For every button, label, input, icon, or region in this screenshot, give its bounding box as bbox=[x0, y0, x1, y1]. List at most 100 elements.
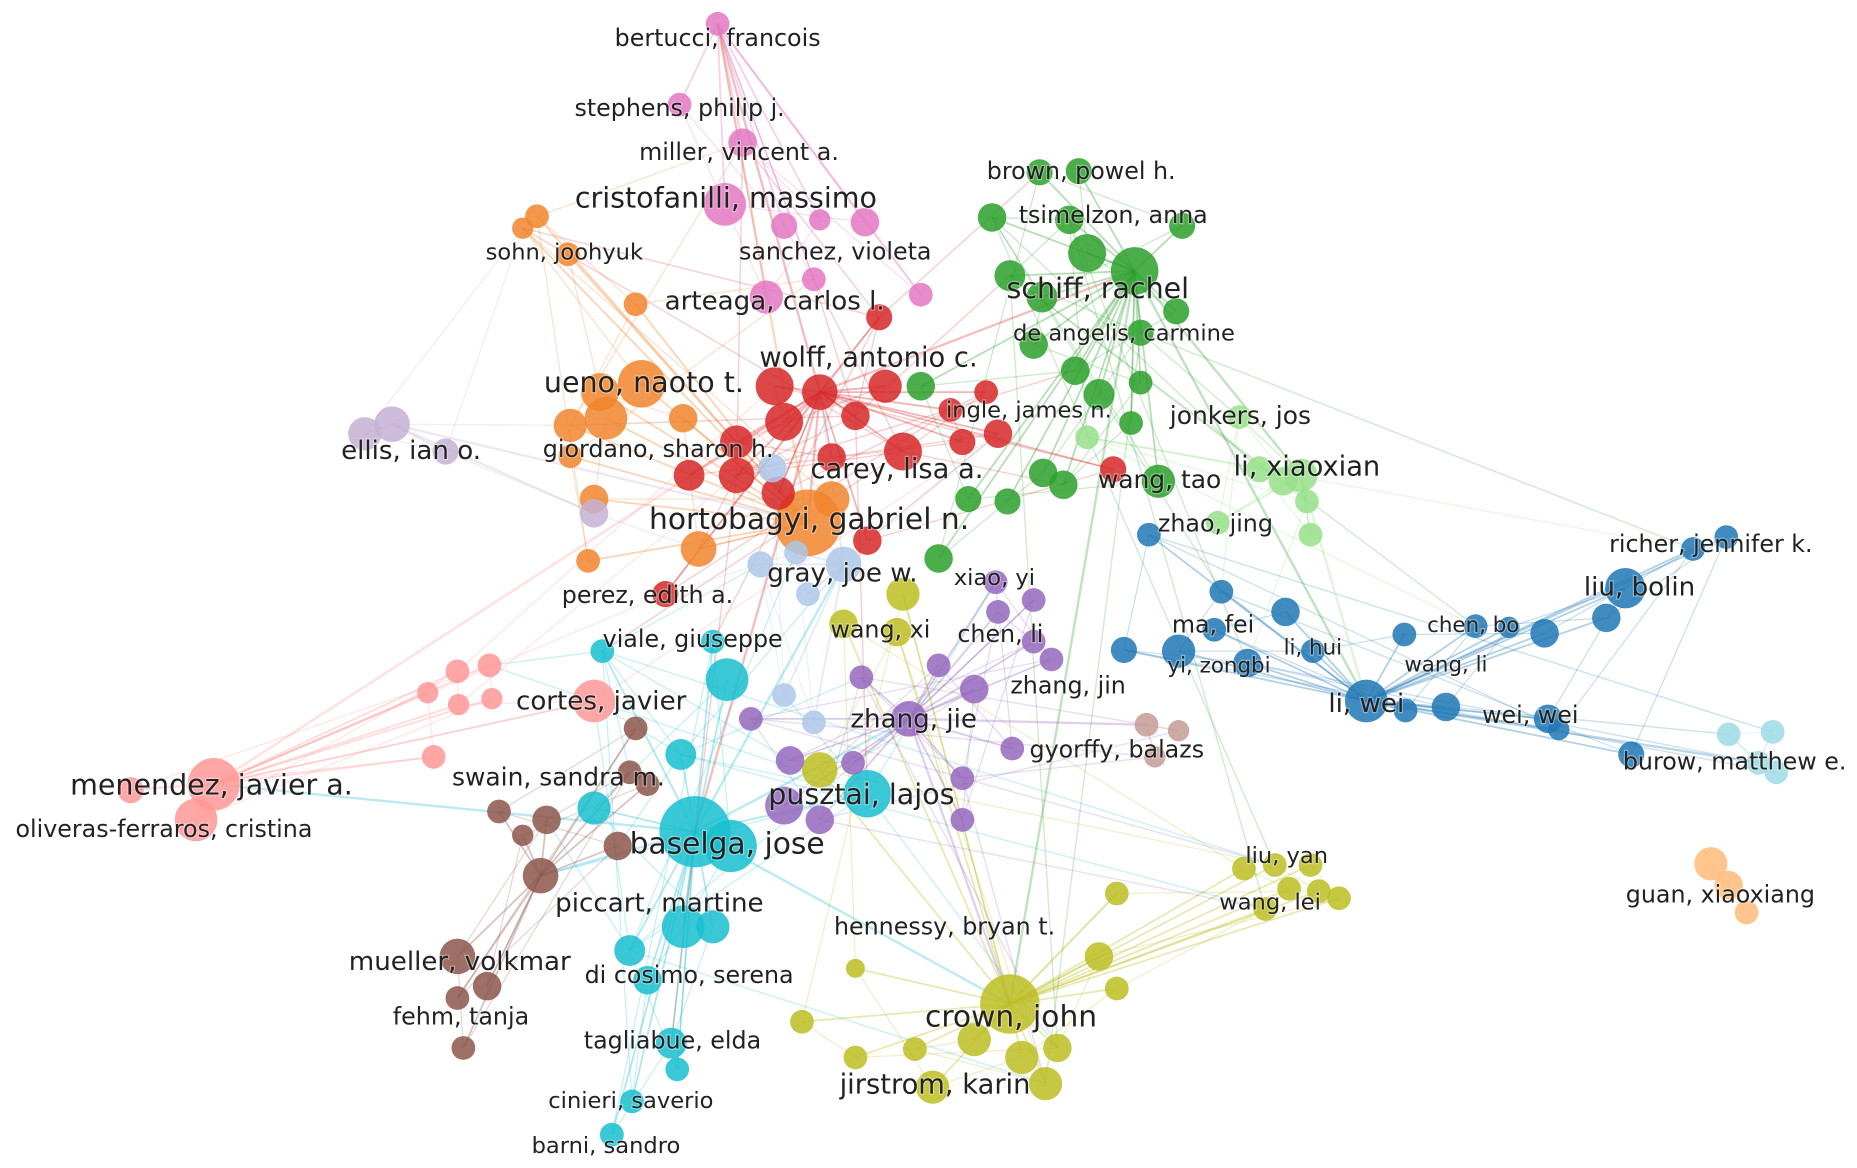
node bbox=[1167, 720, 1190, 742]
edge bbox=[1009, 897, 1340, 1005]
edge bbox=[693, 563, 845, 833]
node-label: jirstrom, karin bbox=[839, 1069, 1031, 1100]
edge bbox=[601, 450, 904, 652]
labels: bertucci, francois stephens, philip j. mil… bbox=[14, 23, 1847, 1161]
edge bbox=[1365, 632, 1545, 702]
edge bbox=[593, 807, 714, 928]
edge bbox=[611, 641, 714, 1135]
edge bbox=[907, 718, 1012, 1005]
node bbox=[1137, 522, 1161, 547]
edge bbox=[783, 564, 845, 696]
node bbox=[1548, 718, 1570, 741]
node bbox=[1049, 470, 1078, 500]
node bbox=[558, 444, 583, 469]
node-label: stephens, philip j. bbox=[574, 94, 784, 122]
edge bbox=[716, 23, 821, 393]
node bbox=[980, 974, 1040, 1034]
node bbox=[417, 682, 439, 704]
node bbox=[801, 374, 838, 410]
edge bbox=[593, 498, 809, 524]
node-label: tagliabue, elda bbox=[584, 1027, 761, 1055]
edge bbox=[540, 783, 649, 877]
edge bbox=[962, 756, 1155, 779]
node bbox=[445, 659, 470, 684]
node-label: wang, tao bbox=[1098, 465, 1221, 494]
node bbox=[655, 1027, 687, 1059]
node bbox=[1327, 886, 1351, 911]
edge bbox=[213, 593, 666, 785]
edge bbox=[920, 370, 1076, 387]
node bbox=[1065, 158, 1092, 185]
node bbox=[986, 600, 1010, 624]
edge bbox=[902, 593, 1011, 1005]
node-label: liu, bolin bbox=[1584, 573, 1695, 603]
node bbox=[617, 760, 642, 785]
node bbox=[994, 488, 1021, 515]
edge bbox=[213, 700, 595, 786]
node-label: ueno, naoto t. bbox=[544, 366, 744, 399]
node-label: wang, li bbox=[1404, 652, 1487, 677]
node bbox=[843, 1045, 868, 1070]
edge bbox=[489, 650, 603, 667]
node bbox=[1075, 425, 1099, 450]
node bbox=[790, 1009, 814, 1034]
edge bbox=[789, 718, 910, 762]
edge bbox=[750, 658, 1052, 720]
node bbox=[1298, 853, 1323, 877]
node bbox=[772, 683, 797, 707]
edge bbox=[213, 697, 493, 786]
node bbox=[374, 406, 410, 443]
edge bbox=[843, 623, 1245, 870]
node bbox=[680, 531, 717, 567]
node bbox=[977, 203, 1007, 232]
node-label: ma, fei bbox=[1172, 611, 1254, 639]
node bbox=[813, 481, 850, 517]
edge bbox=[602, 563, 761, 652]
node bbox=[908, 282, 933, 307]
node bbox=[955, 485, 982, 513]
edge bbox=[1062, 422, 1132, 486]
node-label: brown, powel h. bbox=[987, 157, 1176, 185]
node bbox=[747, 551, 774, 578]
node bbox=[487, 799, 511, 824]
node bbox=[1100, 456, 1127, 483]
node bbox=[1746, 750, 1771, 775]
node-label: hennessy, bryan t. bbox=[834, 912, 1055, 940]
node-label: schiff, rachel bbox=[1006, 272, 1189, 305]
edge bbox=[391, 423, 595, 515]
edge bbox=[716, 23, 785, 227]
node bbox=[1393, 698, 1418, 723]
node bbox=[1760, 720, 1785, 744]
node bbox=[796, 582, 820, 606]
edge bbox=[617, 754, 682, 847]
edge bbox=[498, 810, 618, 847]
node-label: bertucci, francois bbox=[615, 24, 821, 52]
edge bbox=[854, 968, 934, 1088]
node bbox=[866, 304, 893, 331]
edge bbox=[1220, 416, 1240, 592]
node bbox=[705, 658, 749, 702]
edge bbox=[1148, 534, 1560, 731]
node bbox=[1104, 976, 1129, 1001]
edge bbox=[458, 700, 595, 706]
edge bbox=[938, 664, 1013, 749]
edge bbox=[1041, 225, 1183, 298]
edge bbox=[1039, 171, 1183, 227]
node bbox=[1463, 614, 1488, 639]
node-label: zhao, jing bbox=[1158, 510, 1273, 538]
edge bbox=[1044, 332, 1142, 1084]
node bbox=[1253, 897, 1278, 921]
edge bbox=[539, 771, 631, 877]
node bbox=[667, 92, 692, 117]
edge bbox=[819, 819, 1266, 910]
edge bbox=[777, 391, 821, 494]
node bbox=[728, 128, 757, 157]
node bbox=[1169, 212, 1196, 239]
node bbox=[902, 1037, 927, 1062]
node bbox=[1043, 1033, 1072, 1063]
edge bbox=[961, 599, 1035, 821]
edge bbox=[213, 703, 459, 786]
node-label: wolff, antonio c. bbox=[759, 342, 977, 373]
node bbox=[1134, 712, 1159, 737]
node bbox=[891, 701, 927, 737]
